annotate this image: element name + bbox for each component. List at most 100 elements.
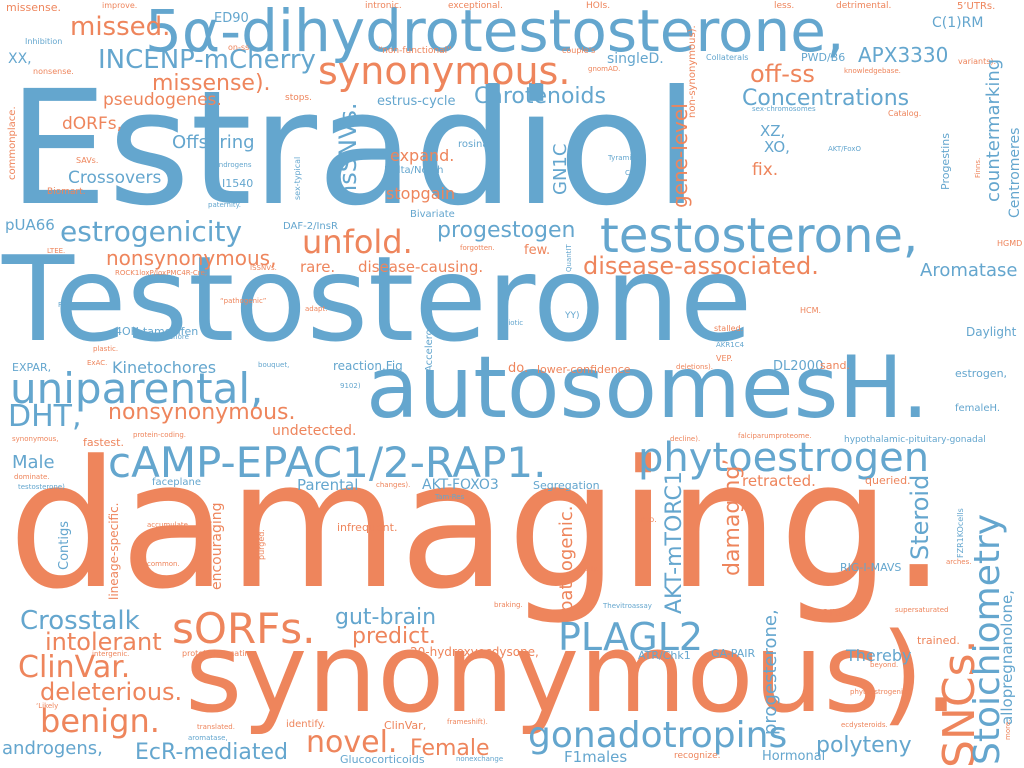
word: 4OH-tamoxifen xyxy=(115,325,199,338)
word: beyond. xyxy=(870,661,899,669)
word: intronic. xyxy=(365,1,402,11)
word: DL2000 xyxy=(773,359,824,374)
word: on-ss xyxy=(228,43,250,52)
word: progesterone, xyxy=(760,609,781,735)
word: Delta/Notch xyxy=(384,165,444,176)
word: sex-chromosomes xyxy=(752,105,816,113)
word: unfold. xyxy=(302,223,413,261)
word: deletions). xyxy=(676,363,714,371)
word: HOIs. xyxy=(586,1,611,11)
word: estrogen, xyxy=(955,367,1008,380)
word: progestogen xyxy=(437,218,576,243)
word: purged. xyxy=(257,529,266,560)
word: Concentrations xyxy=(742,86,910,111)
word: GN1C xyxy=(550,143,571,195)
word: Thereby xyxy=(846,646,912,665)
word: uniparental, xyxy=(10,364,264,413)
word: Offspring xyxy=(172,132,255,153)
word: ATR/Chk1 xyxy=(638,649,691,662)
word: more. xyxy=(1004,719,1012,740)
word: ROCK1loxP/loxPMC4R-Cre; xyxy=(115,269,208,277)
word: “pathogenic” xyxy=(220,297,267,305)
word: off-ss xyxy=(750,60,815,88)
word: accumulate. xyxy=(147,521,191,529)
word: variants). xyxy=(958,57,997,66)
word: improve. xyxy=(102,1,138,10)
word: Hormonal xyxy=(762,749,826,764)
word: Tam-Res xyxy=(435,493,465,501)
word: disease-associated. xyxy=(583,252,819,280)
word: AKT/FoxO xyxy=(828,145,861,153)
word: RIG-I-MAVS xyxy=(840,561,902,574)
word: nonexchange xyxy=(456,755,504,763)
word: intergenic. xyxy=(92,650,130,658)
word: protein-truncating xyxy=(182,649,255,658)
word: stops. xyxy=(285,93,312,103)
word: countermarking xyxy=(983,58,1004,202)
word: cAMP-EPAC1/2-RAP1. xyxy=(108,438,547,487)
word: sex-typical xyxy=(293,156,302,200)
word: PWD/B6 xyxy=(801,51,846,64)
word: detrimental. xyxy=(836,1,892,11)
word: C(1)RM xyxy=(932,15,984,31)
word: Bivariate xyxy=(410,209,455,220)
word: EcR-mediated xyxy=(135,740,288,765)
word: Female xyxy=(410,736,490,761)
word: APX3330 xyxy=(858,43,949,67)
word: ExAC. xyxy=(87,359,108,367)
word: fastest. xyxy=(83,436,124,449)
word: 5α-dihydrotestosterone, xyxy=(145,0,845,65)
word: gonadotropins xyxy=(528,715,788,756)
word: adapt. xyxy=(305,305,328,313)
word: Catalog. xyxy=(888,109,922,118)
word: reaction.Fig xyxy=(333,359,403,373)
word: testosterone) xyxy=(18,483,65,491)
word: pathogenic. xyxy=(556,505,577,612)
word: benign. xyxy=(40,702,160,740)
word: FZR1KOcells xyxy=(956,508,965,558)
word: femaleH. xyxy=(955,403,1000,414)
word: deleterious. xyxy=(40,678,183,706)
word: drop. xyxy=(636,515,657,524)
word: novel. xyxy=(306,725,398,760)
word: braking. xyxy=(494,601,523,609)
word: GA-PAIR xyxy=(711,647,756,660)
word: Tyramine xyxy=(608,154,641,162)
word: Centromeres xyxy=(1007,127,1023,218)
word: synonymous). xyxy=(185,609,959,737)
word: phytoestrogen xyxy=(638,435,930,481)
word: Estradiol xyxy=(8,57,699,241)
word: singleD. xyxy=(607,51,664,67)
word: Daylight xyxy=(966,325,1017,339)
word: Biomart. xyxy=(47,187,86,197)
word: Steroid xyxy=(906,474,934,560)
word: VEP. xyxy=(716,354,733,363)
word: ClinVar, xyxy=(384,719,427,732)
word: Carotenoids xyxy=(474,84,606,109)
word: Inhibition xyxy=(25,37,63,46)
word: non-synonymous). xyxy=(687,25,698,118)
word: pseudogenes. xyxy=(103,90,222,110)
word: Aromatase xyxy=(920,260,1018,281)
word: phytoestrogenic xyxy=(850,688,907,696)
word: forgotten. xyxy=(460,244,495,252)
word: missense. xyxy=(6,1,61,14)
word: common. xyxy=(147,560,180,568)
word: queried. xyxy=(865,474,911,487)
word: Kinetochores xyxy=(112,358,217,377)
word: commonplace. xyxy=(7,106,18,180)
word: damaging. xyxy=(8,423,947,628)
word: changes). xyxy=(376,481,411,489)
word: aromatase, xyxy=(188,734,228,742)
word: Accelerometers xyxy=(424,293,435,372)
word: HGMD xyxy=(997,239,1023,248)
word: rare. xyxy=(300,258,336,276)
word: few. xyxy=(524,243,551,258)
word: 5’UTRs. xyxy=(957,1,996,12)
word: easily. xyxy=(577,565,599,573)
word: lower-confidence xyxy=(537,363,631,376)
word: lineage-specific. xyxy=(107,502,121,601)
word: nonsense. xyxy=(33,67,74,76)
word: exceptional. xyxy=(448,1,503,11)
